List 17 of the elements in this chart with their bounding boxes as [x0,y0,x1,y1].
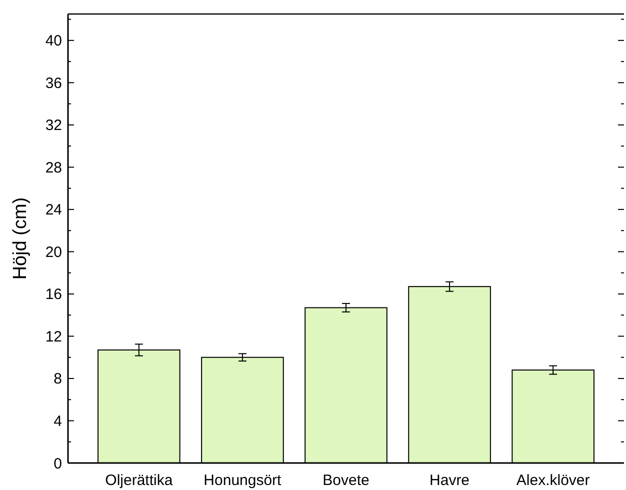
y-tick-label: 24 [45,202,62,219]
y-tick-label: 12 [45,328,62,346]
y-tick-label: 20 [45,244,62,261]
y-tick-label: 8 [54,370,62,388]
x-tick-label: Havre [430,472,470,489]
y-tick-label: 36 [45,74,62,92]
y-tick-label: 4 [54,412,62,430]
y-tick-label: 28 [45,159,62,176]
y-tick-label: 40 [45,32,62,50]
x-tick-label: Bovete [322,472,370,489]
y-tick-label: 0 [54,455,62,472]
y-tick-label: 16 [45,286,62,304]
y-tick-label: 32 [45,117,62,134]
y-axis-title: Höjd (cm) [10,197,31,280]
x-tick-label: Oljerättika [105,472,174,489]
x-tick-label: Honungsört [204,472,282,489]
x-tick-label: Alex.klöver [516,472,590,489]
